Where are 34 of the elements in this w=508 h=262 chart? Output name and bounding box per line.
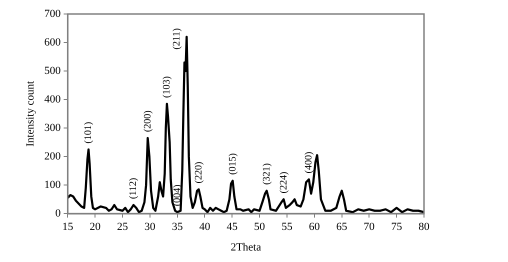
x-tick-label: 20: [90, 221, 102, 234]
annotation: (015): [227, 153, 238, 175]
annotation: (211): [171, 28, 182, 50]
annotation: (321): [261, 163, 272, 185]
x-tick-label: 25: [117, 221, 129, 234]
x-tick-label: 30: [144, 221, 156, 234]
annotation: (112): [128, 178, 140, 200]
annotation: (103): [162, 76, 173, 98]
y-axis-title: Intensity count: [24, 80, 36, 147]
x-tick-label: 15: [62, 221, 74, 234]
annotation: (101): [83, 122, 94, 144]
annotation: (200): [142, 110, 154, 132]
y-tick-label: 200: [44, 150, 62, 162]
y-tick-label: 100: [44, 178, 62, 191]
x-tick-label: 55: [281, 221, 293, 234]
y-tick-label: 600: [44, 36, 62, 48]
x-axis-title: 2Theta: [230, 241, 262, 254]
x-tick-label: 35: [172, 221, 184, 234]
y-tick-label: 400: [44, 93, 62, 106]
x-tick-label: 40: [199, 221, 211, 234]
y-tick-label: 700: [44, 8, 62, 20]
x-tick-label: 50: [254, 221, 266, 234]
x-tick-label: 45: [226, 221, 238, 234]
x-tick-label: 65: [336, 221, 348, 234]
x-tick-label: 80: [418, 221, 430, 234]
y-tick-label: 500: [44, 64, 62, 77]
x-tick-label: 75: [391, 221, 403, 234]
annotation: (220): [193, 162, 204, 184]
x-tick-label: 60: [308, 221, 320, 234]
x-tick-label: 70: [364, 221, 376, 234]
annotation: (400): [304, 152, 315, 174]
annotation: (224): [278, 172, 290, 194]
y-tick-label: 0: [55, 207, 62, 220]
y-tick-label: 300: [44, 122, 62, 134]
